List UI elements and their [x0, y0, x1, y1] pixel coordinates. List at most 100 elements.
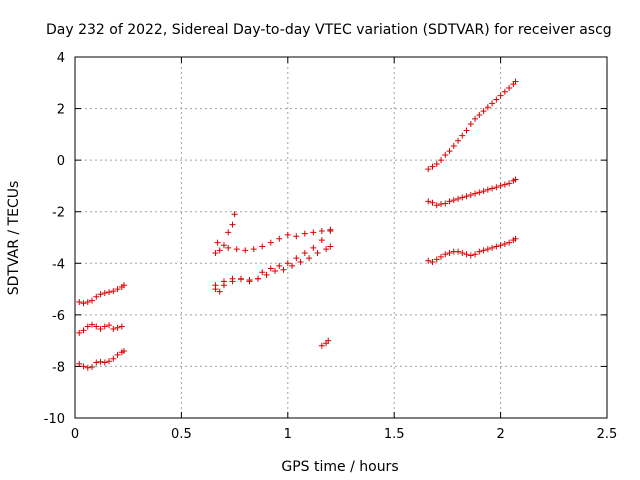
- data-point: [289, 262, 296, 269]
- data-point: [310, 244, 317, 251]
- data-point: [276, 262, 283, 269]
- data-point: [101, 323, 108, 330]
- data-point: [433, 161, 440, 168]
- data-point: [493, 96, 500, 103]
- data-point: [476, 189, 483, 196]
- data-point: [506, 180, 513, 187]
- data-point: [114, 286, 121, 293]
- data-point: [93, 359, 100, 366]
- data-point: [84, 298, 91, 305]
- data-point: [89, 363, 96, 370]
- data-point: [446, 198, 453, 205]
- data-point: [506, 239, 513, 246]
- data-point: [263, 271, 270, 278]
- data-point: [106, 289, 113, 296]
- data-point: [429, 199, 436, 206]
- series-arc-c2: [425, 176, 519, 209]
- data-point: [229, 221, 236, 228]
- data-point: [114, 324, 121, 331]
- data-point: [301, 249, 308, 256]
- data-point: [489, 244, 496, 251]
- data-point: [272, 268, 279, 275]
- data-point: [442, 251, 449, 258]
- data-point: [501, 240, 508, 247]
- data-point: [497, 242, 504, 249]
- data-point: [506, 84, 513, 91]
- data-point: [301, 230, 308, 237]
- data-point: [101, 359, 108, 366]
- data-point: [438, 253, 445, 260]
- data-point: [472, 190, 479, 197]
- data-point: [425, 198, 432, 205]
- x-tick-label: 2.5: [597, 427, 618, 442]
- data-point: [97, 358, 104, 365]
- data-point: [450, 197, 457, 204]
- y-tick-label: 4: [57, 51, 65, 66]
- data-point: [80, 363, 87, 370]
- data-point: [318, 228, 325, 235]
- data-point: [493, 184, 500, 191]
- data-point: [480, 108, 487, 115]
- data-point: [280, 266, 287, 273]
- data-point: [284, 260, 291, 267]
- data-point: [101, 289, 108, 296]
- x-tick-label: 2: [496, 427, 504, 442]
- data-point: [433, 256, 440, 263]
- series-arc-a2: [76, 321, 125, 336]
- data-point: [501, 181, 508, 188]
- data-point: [231, 211, 238, 218]
- data-point: [114, 351, 121, 358]
- data-point: [89, 321, 96, 328]
- data-point: [246, 278, 253, 285]
- data-point: [459, 249, 466, 256]
- data-point: [425, 166, 432, 173]
- grid: [75, 57, 607, 418]
- series-arc-b1: [212, 211, 334, 256]
- data-point: [214, 239, 221, 246]
- y-tick-label: -4: [52, 257, 65, 272]
- series-arc-a3: [76, 347, 127, 371]
- data-point: [259, 243, 266, 250]
- data-point: [293, 233, 300, 240]
- data-point: [220, 278, 227, 285]
- data-point: [512, 235, 519, 242]
- data-point: [250, 246, 257, 253]
- data-point: [323, 246, 330, 253]
- data-point: [84, 323, 91, 330]
- series-arc-b3: [212, 243, 334, 289]
- y-tick-label: 0: [57, 154, 65, 169]
- data-point: [120, 347, 127, 354]
- data-point: [484, 104, 491, 111]
- data-point: [497, 92, 504, 99]
- data-point: [476, 248, 483, 255]
- data-point: [438, 200, 445, 207]
- data-point: [237, 276, 244, 283]
- data-point: [80, 300, 87, 307]
- data-point: [489, 100, 496, 107]
- data-point: [293, 255, 300, 262]
- data-point: [106, 322, 113, 329]
- data-point: [463, 251, 470, 258]
- data-point: [212, 249, 219, 256]
- y-tick-label: 2: [57, 103, 65, 118]
- series-arc-b4: [318, 337, 332, 349]
- data-point: [484, 246, 491, 253]
- data-point: [442, 151, 449, 158]
- data-point: [225, 244, 232, 251]
- data-point: [93, 293, 100, 300]
- data-point: [76, 298, 83, 305]
- data-point: [455, 137, 462, 144]
- data-point: [438, 157, 445, 164]
- data-point: [497, 182, 504, 189]
- y-tick-label: -8: [52, 360, 65, 375]
- data-point: [429, 163, 436, 170]
- y-tick-label: -6: [52, 309, 65, 324]
- data-point: [472, 115, 479, 122]
- data-point: [318, 237, 325, 244]
- x-axis-label: GPS time / hours: [281, 459, 398, 475]
- x-tick-label: 0.5: [171, 427, 192, 442]
- data-point: [463, 127, 470, 134]
- data-point: [327, 243, 334, 250]
- plot-frame: [74, 56, 608, 419]
